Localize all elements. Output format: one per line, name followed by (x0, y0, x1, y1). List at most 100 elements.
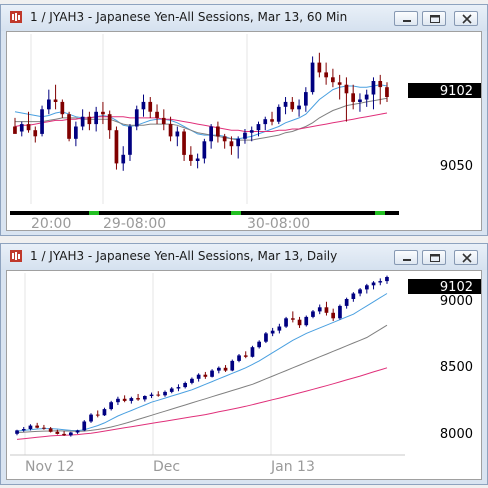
candle-body (270, 119, 274, 122)
moving-average-line (16, 324, 388, 433)
candle-body (121, 154, 126, 164)
close-button[interactable] (454, 250, 478, 265)
candle-body (176, 387, 181, 389)
candle-body (358, 289, 362, 294)
chart-panel[interactable]: 9102 9050 20:00 29-08:00 30-08:00 (6, 31, 482, 232)
price-chart[interactable]: 9102 9050 20:00 29-08:00 30-08:00 (7, 32, 481, 232)
candle-body (249, 130, 254, 133)
x-axis-label: 20:00 (31, 216, 71, 230)
candle-body (60, 101, 65, 115)
candle-body (364, 94, 369, 100)
candle-body (134, 109, 139, 127)
maximize-button[interactable] (422, 11, 446, 26)
candle-body (101, 111, 105, 115)
candle-body (290, 101, 295, 110)
candle-body (122, 398, 127, 401)
candle-body (28, 425, 33, 429)
candle-body (371, 81, 376, 95)
candle-body (324, 72, 328, 78)
candle-body (217, 367, 221, 371)
candle-body (148, 101, 153, 112)
x-axis-label: 30-08:00 (247, 216, 310, 230)
candle-body (378, 281, 383, 283)
candle-body (358, 99, 362, 102)
maximize-icon (430, 15, 440, 23)
candle-body (183, 383, 187, 388)
candle-body (283, 101, 288, 107)
minimize-button[interactable] (394, 11, 418, 26)
candle-body (80, 116, 85, 127)
candle-body (169, 388, 174, 392)
candle-body (223, 367, 228, 371)
window-title-bar[interactable]: 1 / JYAH3 - Japanese Yen-All Sessions, M… (1, 244, 487, 270)
candle-body (13, 126, 17, 134)
moving-average-line (15, 97, 388, 141)
candle-body (317, 62, 322, 73)
candle-body (243, 132, 247, 139)
y-axis-label: 9000 (440, 294, 473, 309)
moving-average-line (14, 84, 388, 140)
candle-body (195, 158, 200, 161)
candle-body (89, 414, 93, 422)
candle-body (338, 305, 342, 319)
close-button[interactable] (454, 11, 478, 26)
candle-body (284, 318, 288, 327)
price-tag-value: 9102 (440, 280, 473, 295)
close-icon (462, 14, 472, 24)
candle-body (62, 433, 66, 436)
x-axis-label: Jan 13 (270, 459, 315, 475)
candle-body (331, 312, 335, 319)
candle-body (155, 111, 159, 118)
candle-body (69, 432, 73, 436)
minimize-button[interactable] (394, 250, 418, 265)
candle-body (371, 282, 376, 286)
candle-body (310, 62, 315, 93)
candle-body (196, 374, 201, 379)
candle-body (53, 99, 58, 102)
candle-body (324, 307, 329, 313)
candle-body (175, 131, 180, 137)
candle-body (311, 311, 315, 317)
y-axis-label: 8500 (440, 360, 473, 375)
candle-body (250, 347, 255, 357)
candle-body (114, 130, 119, 164)
moving-average-line (14, 112, 388, 132)
candle-body (21, 429, 26, 431)
candle-body (47, 99, 51, 110)
candle-body (222, 136, 227, 142)
window-title-bar[interactable]: 1 / JYAH3 - Japanese Yen-All Sessions, M… (1, 5, 487, 31)
candle-body (270, 330, 275, 334)
candle-body (87, 116, 92, 125)
candle-body (297, 105, 301, 110)
close-icon (462, 253, 472, 263)
candle-body (331, 77, 335, 83)
candle-body (297, 319, 302, 326)
candle-body (143, 396, 147, 400)
candle-body (203, 374, 208, 377)
maximize-icon (430, 254, 440, 262)
price-tag-value: 9102 (440, 84, 473, 99)
candle-body (291, 318, 295, 320)
candle-body (75, 430, 80, 433)
candle-body (74, 126, 78, 139)
candle-body (209, 126, 213, 142)
candle-body (190, 378, 194, 383)
price-chart[interactable]: 9102 9000 8500 8000 Nov 12 Dec Jan 13 (7, 271, 481, 479)
maximize-button[interactable] (422, 250, 446, 265)
chart-window-daily[interactable]: 1 / JYAH3 - Japanese Yen-All Sessions, M… (0, 243, 488, 485)
chart-panel[interactable]: 9102 9000 8500 8000 Nov 12 Dec Jan 13 (6, 270, 482, 480)
candle-body (210, 370, 214, 377)
candle-body (304, 92, 308, 106)
app-icon (10, 11, 22, 23)
candle-body (129, 398, 134, 401)
candle-body (33, 130, 38, 137)
candle-body (243, 355, 248, 357)
candle-body (216, 126, 220, 137)
candle-body (263, 119, 268, 125)
window-title: 1 / JYAH3 - Japanese Yen-All Sessions, M… (30, 249, 338, 263)
chart-window-60min[interactable]: 1 / JYAH3 - Japanese Yen-All Sessions, M… (0, 4, 488, 236)
candle-body (116, 398, 120, 403)
candle-body (109, 402, 113, 410)
candle-body (161, 117, 166, 124)
candle-body (264, 333, 268, 342)
